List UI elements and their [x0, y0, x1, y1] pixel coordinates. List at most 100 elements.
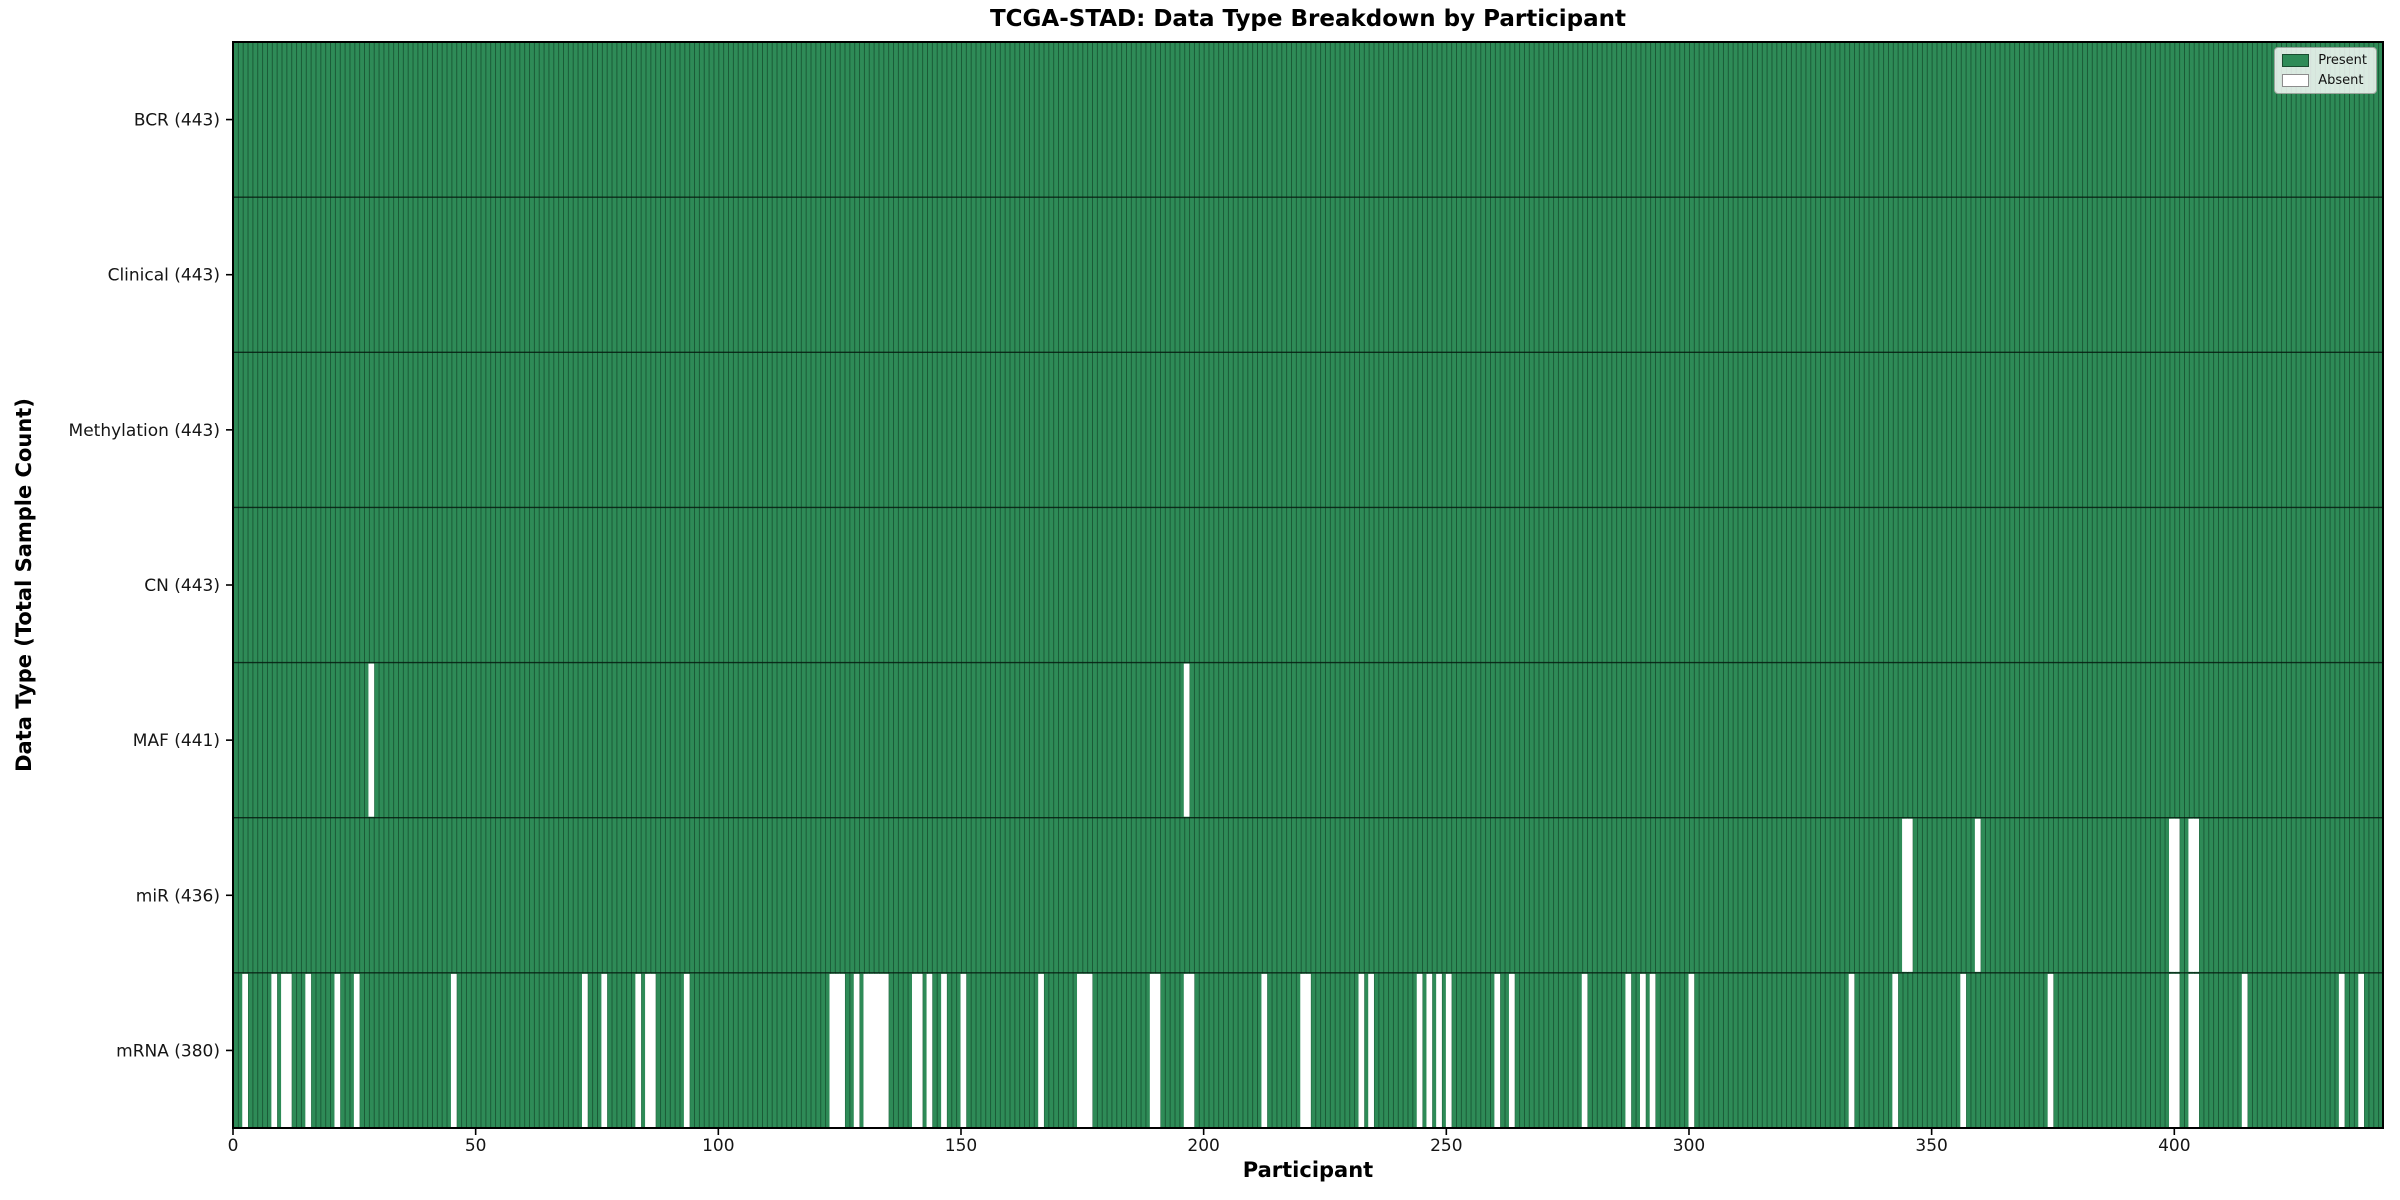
x-axis-label: Participant [1242, 1158, 1374, 1182]
absent-bar-mRNA-124 [834, 973, 841, 1127]
absent-bar-mRNA-246 [1426, 973, 1433, 1127]
absent-bar-mRNA-83 [635, 973, 642, 1127]
absent-bar-mRNA-248 [1436, 973, 1442, 1127]
absent-bar-mRNA-176 [1086, 973, 1093, 1127]
absent-bar-mRNA-290 [1640, 973, 1646, 1127]
plot-background [233, 42, 2383, 1128]
absent-bar-miR-400 [2173, 818, 2180, 972]
x-tick-label: 350 [1915, 1136, 1947, 1156]
x-tick-label: 50 [465, 1136, 487, 1156]
absent-bar-mRNA-414 [2241, 973, 2248, 1127]
absent-bar-MAF-28 [368, 663, 375, 817]
absent-bar-mRNA-190 [1154, 973, 1161, 1127]
absent-bar-mRNA-287 [1625, 973, 1632, 1127]
absent-bar-mRNA-399 [2169, 973, 2175, 1127]
absent-bar-mRNA-244 [1416, 973, 1423, 1127]
x-tick-label: 150 [945, 1136, 977, 1156]
x-tick-label: 400 [2158, 1136, 2190, 1156]
x-tick-label: 100 [702, 1136, 734, 1156]
legend-present-swatch [2282, 54, 2310, 67]
absent-bar-mRNA-72 [581, 973, 588, 1127]
absent-bar-mRNA-11 [285, 973, 292, 1127]
absent-bar-mRNA-356 [1960, 973, 1967, 1127]
absent-bar-mRNA-141 [916, 973, 923, 1127]
absent-bar-mRNA-123 [829, 973, 836, 1127]
absent-bar-mRNA-166 [1038, 973, 1044, 1127]
absent-bar-mRNA-234 [1368, 973, 1374, 1127]
legend-absent-swatch [2282, 74, 2310, 87]
absent-bar-mRNA-250 [1445, 973, 1452, 1127]
absent-bar-mRNA-174 [1077, 973, 1083, 1127]
legend-absent-label: Absent [2318, 73, 2364, 88]
absent-bar-miR-399 [2169, 818, 2175, 972]
absent-bar-mRNA-85 [645, 973, 651, 1127]
absent-bar-mRNA-292 [1649, 973, 1656, 1127]
y-axis-label: Data Type (Total Sample Count) [12, 398, 37, 772]
x-tick-label: 300 [1673, 1136, 1705, 1156]
absent-bar-mRNA-403 [2188, 973, 2195, 1127]
absent-bar-mRNA-438 [2358, 973, 2365, 1127]
absent-bar-mRNA-150 [960, 973, 967, 1127]
y-tick-label-Clinical: Clinical (443) [108, 266, 220, 286]
absent-bar-mRNA-143 [926, 973, 933, 1127]
absent-bar-miR-359 [1974, 818, 1981, 972]
absent-bar-mRNA-8 [271, 973, 278, 1127]
absent-bar-mRNA-133 [878, 973, 884, 1127]
absent-bar-mRNA-130 [863, 973, 870, 1127]
absent-bar-mRNA-132 [873, 973, 879, 1127]
absent-bar-mRNA-220 [1300, 973, 1307, 1127]
legend-entry-present: Present [2282, 53, 2367, 68]
absent-bar-mRNA-76 [601, 973, 608, 1127]
absent-bar-mRNA-333 [1848, 973, 1855, 1127]
y-tick-label-BCR: BCR (443) [134, 111, 220, 131]
absent-bar-miR-404 [2193, 818, 2200, 972]
absent-bar-mRNA-15 [305, 973, 312, 1127]
absent-bar-mRNA-221 [1305, 973, 1311, 1127]
absent-bar-mRNA-197 [1188, 973, 1195, 1127]
absent-bar-miR-403 [2188, 818, 2195, 972]
absent-bar-mRNA-45 [450, 973, 457, 1127]
absent-bar-mRNA-128 [853, 973, 860, 1127]
absent-bar-mRNA-400 [2173, 973, 2180, 1127]
y-tick-label-mRNA: mRNA (380) [116, 1041, 220, 1061]
x-tick-label: 200 [1187, 1136, 1219, 1156]
chart-title: TCGA-STAD: Data Type Breakdown by Partic… [989, 6, 1626, 32]
absent-bar-mRNA-125 [839, 973, 845, 1127]
y-axis-label-wrap: Data Type (Total Sample Count) [6, 42, 42, 1128]
absent-bar-MAF-196 [1183, 663, 1190, 817]
absent-bar-mRNA-212 [1261, 973, 1268, 1127]
legend: Present Absent [2274, 47, 2377, 94]
plot-border [232, 41, 2384, 1129]
absent-bar-mRNA-196 [1183, 973, 1190, 1127]
absent-bar-mRNA-189 [1149, 973, 1156, 1127]
absent-bar-mRNA-175 [1081, 973, 1088, 1127]
absent-bar-mRNA-134 [882, 973, 889, 1127]
absent-bar-mRNA-25 [353, 973, 360, 1127]
absent-bar-mRNA-404 [2193, 973, 2200, 1127]
legend-present-label: Present [2318, 53, 2367, 68]
absent-bar-mRNA-131 [868, 973, 875, 1127]
absent-bar-miR-344 [1902, 818, 1908, 972]
y-tick-label-MAF: MAF (441) [133, 731, 220, 751]
y-tick-label-Methylation: Methylation (443) [69, 421, 220, 441]
x-tick-label: 250 [1430, 1136, 1462, 1156]
x-tick-label: 0 [228, 1136, 239, 1156]
absent-bar-mRNA-93 [683, 973, 690, 1127]
absent-bar-mRNA-2 [242, 973, 249, 1127]
absent-bar-mRNA-263 [1508, 973, 1515, 1127]
absent-bar-mRNA-278 [1581, 973, 1588, 1127]
absent-bar-mRNA-146 [941, 973, 947, 1127]
absent-bar-mRNA-21 [334, 973, 341, 1127]
absent-bar-mRNA-374 [2047, 973, 2054, 1127]
absent-bar-mRNA-434 [2338, 973, 2345, 1127]
legend-entry-absent: Absent [2282, 73, 2367, 88]
absent-bar-mRNA-86 [649, 973, 656, 1127]
y-tick-label-CN: CN (443) [144, 576, 220, 596]
absent-bar-mRNA-10 [281, 973, 287, 1127]
absent-bar-mRNA-342 [1892, 973, 1899, 1127]
absent-bar-mRNA-260 [1494, 973, 1501, 1127]
absent-bar-mRNA-140 [912, 973, 918, 1127]
absent-bar-miR-345 [1906, 818, 1913, 972]
